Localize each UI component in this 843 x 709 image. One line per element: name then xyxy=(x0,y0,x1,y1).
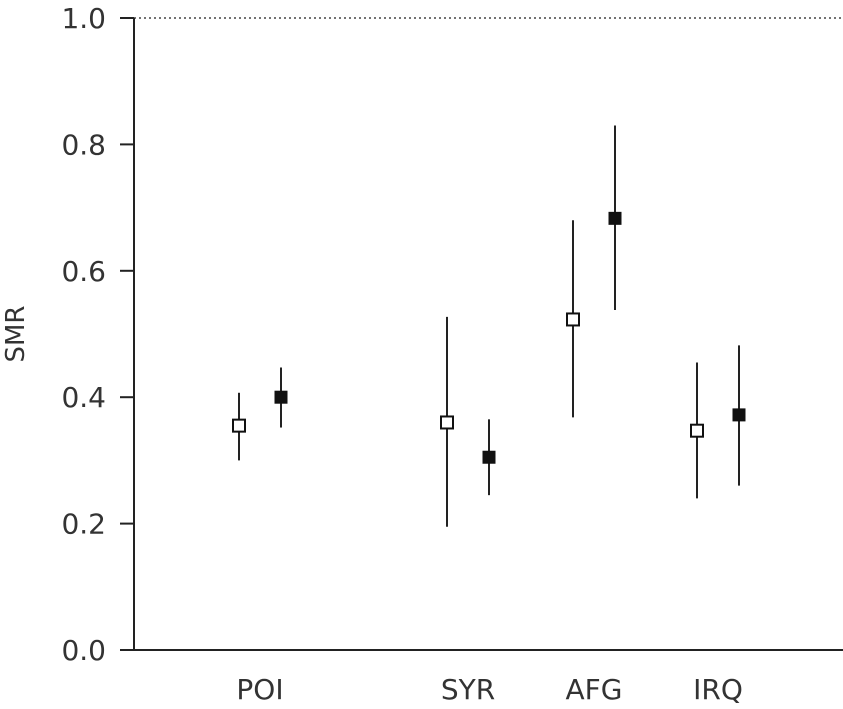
y-ticks-layer: 0.0 0.2 0.4 0.6 0.8 1.0 xyxy=(61,2,134,667)
x-category-label: SYR xyxy=(441,673,495,706)
y-tick-label: 0.2 xyxy=(61,508,106,541)
y-tick-label: 0.0 xyxy=(61,634,106,667)
open-square-marker xyxy=(690,423,704,438)
axes-layer xyxy=(133,18,843,651)
open-square-marker xyxy=(232,418,246,433)
y-tick-label: 0.4 xyxy=(61,381,106,414)
x-category-labels-layer: POI SYR AFG IRQ xyxy=(236,673,742,706)
filled-square-marker xyxy=(732,408,746,422)
x-category-label: AFG xyxy=(566,673,623,706)
x-category-label: IRQ xyxy=(693,673,743,706)
y-tick-label: 0.6 xyxy=(61,255,106,288)
filled-square-marker xyxy=(274,390,288,404)
y-tick-label: 1.0 xyxy=(61,2,106,35)
data-marks-layer xyxy=(232,125,746,527)
filled-square-marker xyxy=(608,211,622,225)
y-tick-label: 0.8 xyxy=(61,128,106,161)
filled-square-marker xyxy=(482,450,496,464)
x-category-label: POI xyxy=(236,673,283,706)
open-square-marker xyxy=(566,312,580,327)
y-axis-label: SMR xyxy=(1,305,31,362)
y-axis-label-group: SMR xyxy=(1,305,31,362)
open-square-marker xyxy=(440,415,454,430)
